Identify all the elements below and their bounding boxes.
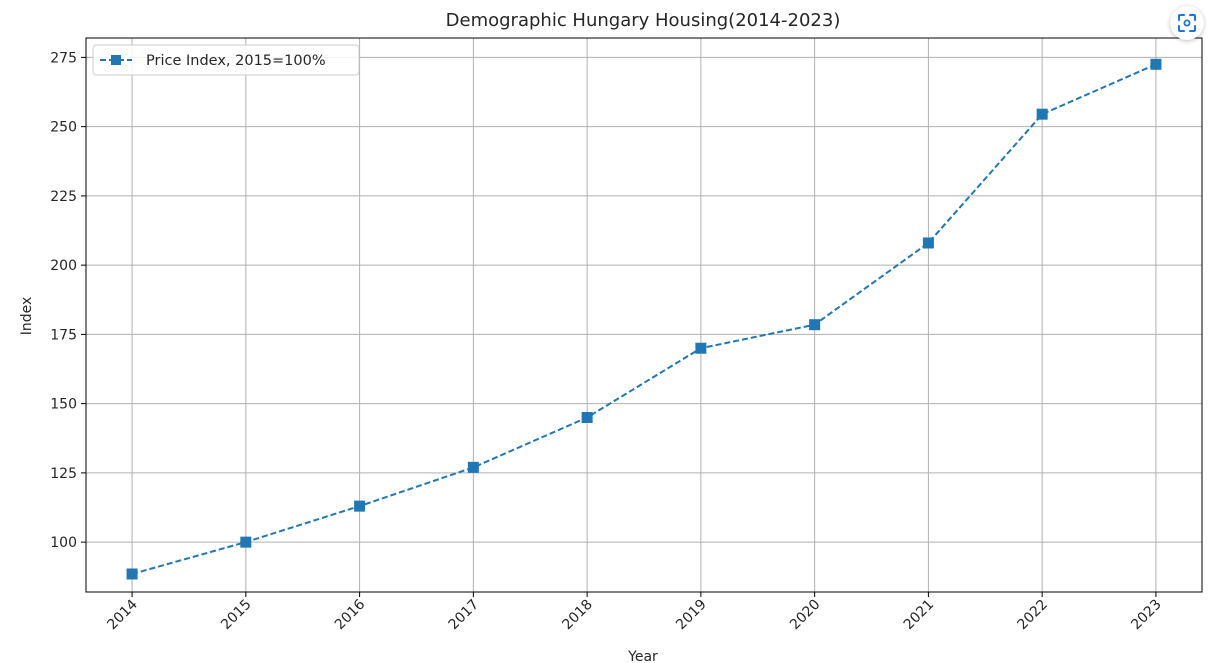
x-tick-label: 2022 [1014,597,1051,634]
y-tick-label: 100 [50,535,77,551]
data-point [1036,108,1048,120]
x-tick-label: 2014 [104,596,141,633]
y-tick-label: 275 [50,50,77,66]
y-tick-label: 250 [50,120,77,136]
x-axis-title: Year [627,649,658,663]
y-axis-title: Index [19,297,35,336]
series-price-index [126,58,1162,580]
data-point [354,500,366,512]
focus-expand-icon [1178,14,1196,32]
x-tick-label: 2019 [673,597,710,634]
y-tick-label: 150 [50,397,77,413]
x-tick-label: 2018 [559,597,596,634]
legend: Price Index, 2015=100% [92,44,360,76]
y-tick-label: 125 [50,466,77,482]
data-point [240,536,252,548]
data-point [922,237,934,249]
series-line [131,63,1157,575]
x-tick-label: 2021 [901,597,938,634]
plot-area-frame [85,37,1203,593]
x-tick-label: 2016 [332,596,369,633]
legend-marker [111,55,121,65]
y-axis: 100 125 150 175 200 225 250 275 [50,50,86,551]
x-tick-label: 2020 [787,597,824,634]
x-axis: 2014 2015 2016 2017 2018 2019 2020 2021 2022 2023 [104,592,1165,634]
x-tick-label: 2015 [218,597,255,634]
data-point [126,568,138,580]
legend-box [92,44,360,76]
data-point [695,342,707,354]
data-point [581,411,593,423]
expand-button[interactable] [1170,6,1204,40]
data-point [1150,58,1162,70]
x-tick-label: 2017 [446,597,483,634]
legend-label: Price Index, 2015=100% [146,53,326,69]
y-tick-label: 175 [50,327,77,343]
data-point [809,319,821,331]
x-tick-label: 2023 [1128,597,1165,634]
chart-title: Demographic Hungary Housing(2014-2023) [446,10,841,31]
grid [86,38,1202,592]
y-tick-label: 225 [50,189,77,205]
y-tick-label: 200 [50,258,77,274]
data-point [467,461,479,473]
